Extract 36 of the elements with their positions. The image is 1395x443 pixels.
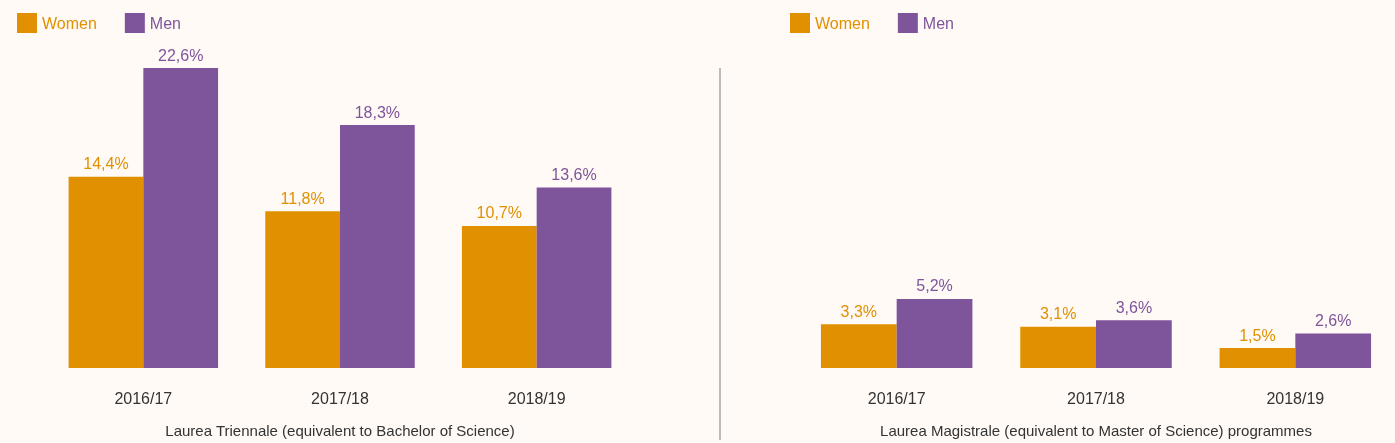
bar bbox=[143, 68, 219, 368]
data-label: 3,3% bbox=[840, 302, 878, 320]
legend-label: Women bbox=[815, 14, 870, 32]
data-label: 13,6% bbox=[551, 165, 597, 183]
bar bbox=[1096, 320, 1172, 368]
data-label: 3,6% bbox=[1115, 298, 1153, 316]
data-label: 1,5% bbox=[1239, 326, 1276, 344]
data-label: 14,4% bbox=[83, 155, 129, 173]
bar bbox=[1219, 348, 1296, 368]
data-label: 2,6% bbox=[1314, 311, 1352, 329]
legend-label: Men bbox=[922, 14, 954, 32]
x-axis-title: Laurea Magistrale (equivalent to Master of Science) programmes bbox=[880, 422, 1312, 439]
bar bbox=[820, 324, 897, 368]
bar bbox=[1020, 326, 1096, 368]
bar bbox=[461, 225, 537, 368]
x-tick-label: 2018/19 bbox=[1266, 389, 1325, 407]
x-tick-label: 2017/18 bbox=[311, 389, 370, 407]
bar bbox=[1295, 333, 1372, 368]
x-tick-label: 2018/19 bbox=[507, 389, 566, 407]
data-label: 18,3% bbox=[354, 103, 401, 121]
x-tick-label: 2017/18 bbox=[1067, 389, 1126, 407]
data-label: 3,1% bbox=[1039, 305, 1077, 323]
bar bbox=[340, 125, 415, 368]
bar bbox=[536, 187, 612, 368]
data-label: 22,6% bbox=[158, 46, 204, 64]
data-label: 11,8% bbox=[280, 189, 325, 207]
bar bbox=[896, 298, 973, 368]
bar bbox=[265, 211, 340, 368]
x-axis-title: Laurea Triennale (equivalent to Bachelor of Science) bbox=[165, 422, 515, 439]
x-tick-label: 2016/17 bbox=[114, 389, 173, 407]
legend-label: Women bbox=[42, 14, 97, 32]
data-label: 5,2% bbox=[916, 277, 953, 295]
legend-label: Men bbox=[149, 14, 181, 32]
bar bbox=[68, 176, 144, 368]
x-tick-label: 2016/17 bbox=[867, 389, 926, 407]
data-label: 10,7% bbox=[476, 204, 522, 222]
